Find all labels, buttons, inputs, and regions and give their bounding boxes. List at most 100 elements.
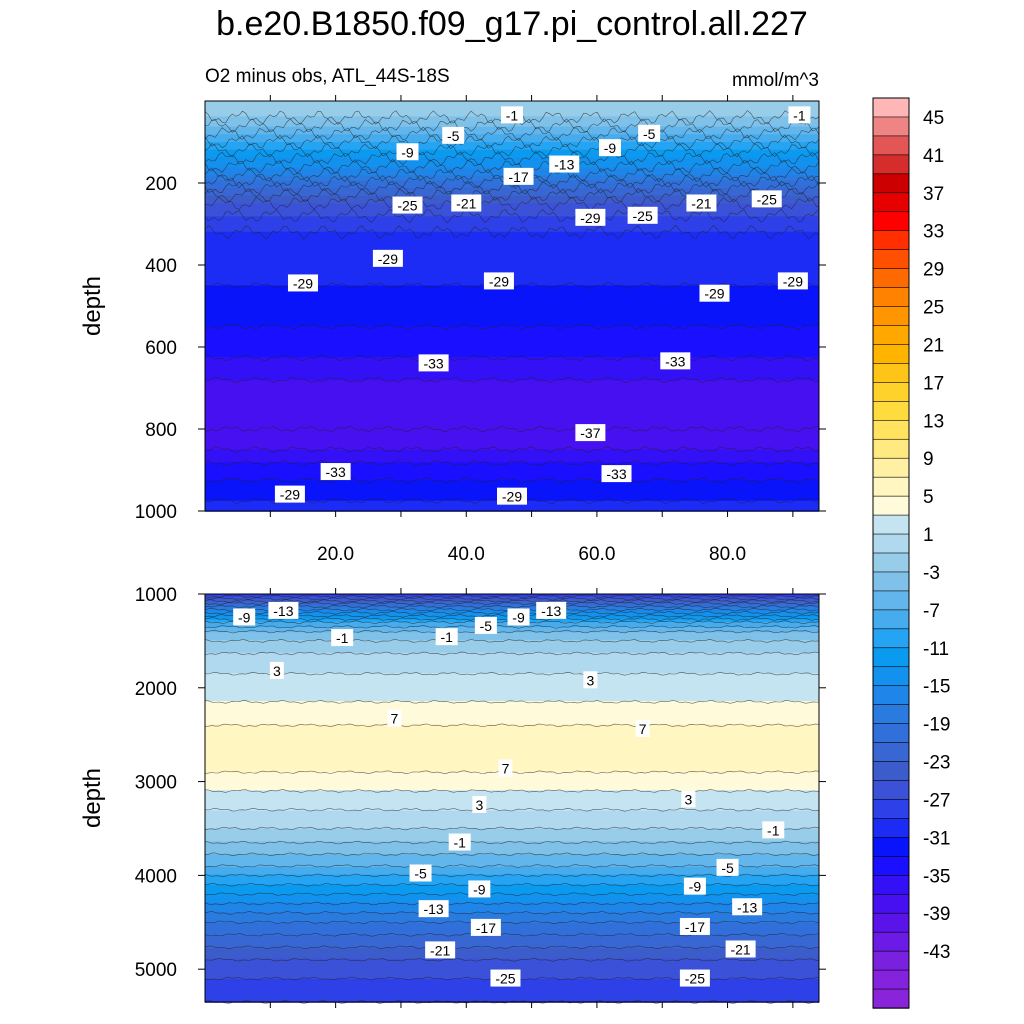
colorbar-label: 1 [923, 525, 934, 546]
contour-band [205, 372, 819, 376]
colorbar-swatch [872, 173, 910, 194]
contour-line [204, 920, 820, 925]
contour-band [205, 505, 819, 510]
colorbar-label: 17 [923, 373, 944, 394]
contour-band [205, 241, 819, 246]
contour-label: -29 [274, 485, 305, 503]
colorbar-swatch [872, 761, 910, 782]
contour-band [205, 708, 819, 713]
contour-band [205, 252, 819, 256]
contour-band [205, 831, 819, 835]
y-tick-label: 200 [145, 174, 177, 195]
colorbar-swatch [872, 476, 910, 497]
contour-line [204, 840, 820, 845]
contour-label: -13 [549, 155, 580, 173]
contour-label-text: -29 [783, 273, 803, 289]
contour-label: -1 [788, 106, 811, 124]
contour-label: -29 [777, 272, 808, 290]
contour-label: 3 [472, 796, 487, 814]
colorbar-swatch [872, 837, 910, 858]
contour-label: -33 [660, 352, 691, 370]
colorbar-swatch [872, 988, 910, 1009]
contour-line [204, 594, 820, 599]
contour-label-text: -25 [757, 191, 777, 207]
contour-band [205, 798, 819, 802]
contour-band [205, 696, 819, 700]
contour-label-text: -29 [580, 210, 600, 226]
contour-band [205, 795, 819, 799]
contour-band [205, 367, 819, 371]
contour-band [205, 400, 819, 405]
contour-label-bg [474, 616, 497, 634]
contour-label-bg [638, 124, 661, 142]
contour-label-bg [472, 796, 487, 814]
plot-frame [204, 593, 820, 1003]
colorbar-swatch [872, 97, 910, 118]
colorbar-label: 9 [923, 449, 934, 470]
contour-line [204, 671, 820, 676]
contour-band [205, 792, 819, 797]
contour-band [205, 439, 819, 443]
contour-label-bg [268, 601, 299, 619]
contour-line [204, 376, 820, 384]
y-tick-label: 2000 [135, 679, 177, 700]
contour-band [205, 362, 819, 366]
contour-band [205, 645, 819, 649]
contour-band [205, 208, 819, 212]
contour-band [205, 739, 819, 743]
contour-label-text: -29 [280, 487, 300, 503]
colorbar-label: -19 [923, 715, 950, 736]
contour-label-text: 7 [502, 760, 510, 776]
contour-band [205, 326, 819, 330]
contour-label-text: -17 [685, 919, 705, 935]
colorbar-swatch [872, 344, 910, 365]
contour-line [205, 196, 820, 211]
contour-band [205, 958, 819, 962]
contour-line [204, 873, 820, 878]
contour-band [205, 316, 819, 320]
contour-band [205, 859, 819, 863]
contour-line [204, 446, 820, 453]
contour-band [205, 347, 819, 351]
contour-band [205, 359, 819, 364]
contour-label: -37 [575, 424, 606, 442]
contour-band [205, 247, 819, 251]
contour-band [205, 724, 819, 728]
contour-band [205, 377, 819, 382]
contour-band [205, 861, 819, 866]
y-tick-label: 5000 [135, 960, 177, 981]
colorbar-label: -7 [923, 601, 940, 622]
contour-label: -29 [483, 272, 514, 290]
colorbar-swatch [872, 685, 910, 706]
units-label: mmol/m^3 [732, 70, 819, 91]
contour-label: 7 [387, 709, 402, 727]
contour-band [205, 239, 819, 243]
contour-label-text: -33 [606, 466, 626, 482]
contour-label: -13 [418, 900, 449, 918]
contour-band [205, 421, 819, 425]
colorbar-swatch [872, 514, 910, 535]
colorbar-label: 45 [923, 108, 944, 129]
contour-line [204, 807, 820, 812]
contour-band [205, 459, 819, 464]
y-tick-label: 1000 [135, 502, 177, 523]
contour-band [205, 129, 819, 133]
contour-label-bg [503, 167, 534, 185]
contour-label-bg [396, 143, 419, 161]
contour-band [205, 752, 819, 756]
contour-band [205, 503, 819, 507]
contour-band [205, 162, 819, 166]
colorbar-swatch [872, 249, 910, 270]
colorbar-label: 5 [923, 487, 934, 508]
contour-band [205, 470, 819, 474]
contour-label-bg [681, 790, 696, 808]
contour-band [205, 940, 819, 945]
contour-label: -21 [725, 940, 756, 958]
contour-band [205, 254, 819, 259]
contour-label-bg [627, 206, 658, 224]
contour-label-text: 7 [391, 711, 399, 727]
contour-label-bg [387, 709, 402, 727]
contour-label-text: -29 [378, 251, 398, 267]
contour-band [205, 341, 819, 346]
